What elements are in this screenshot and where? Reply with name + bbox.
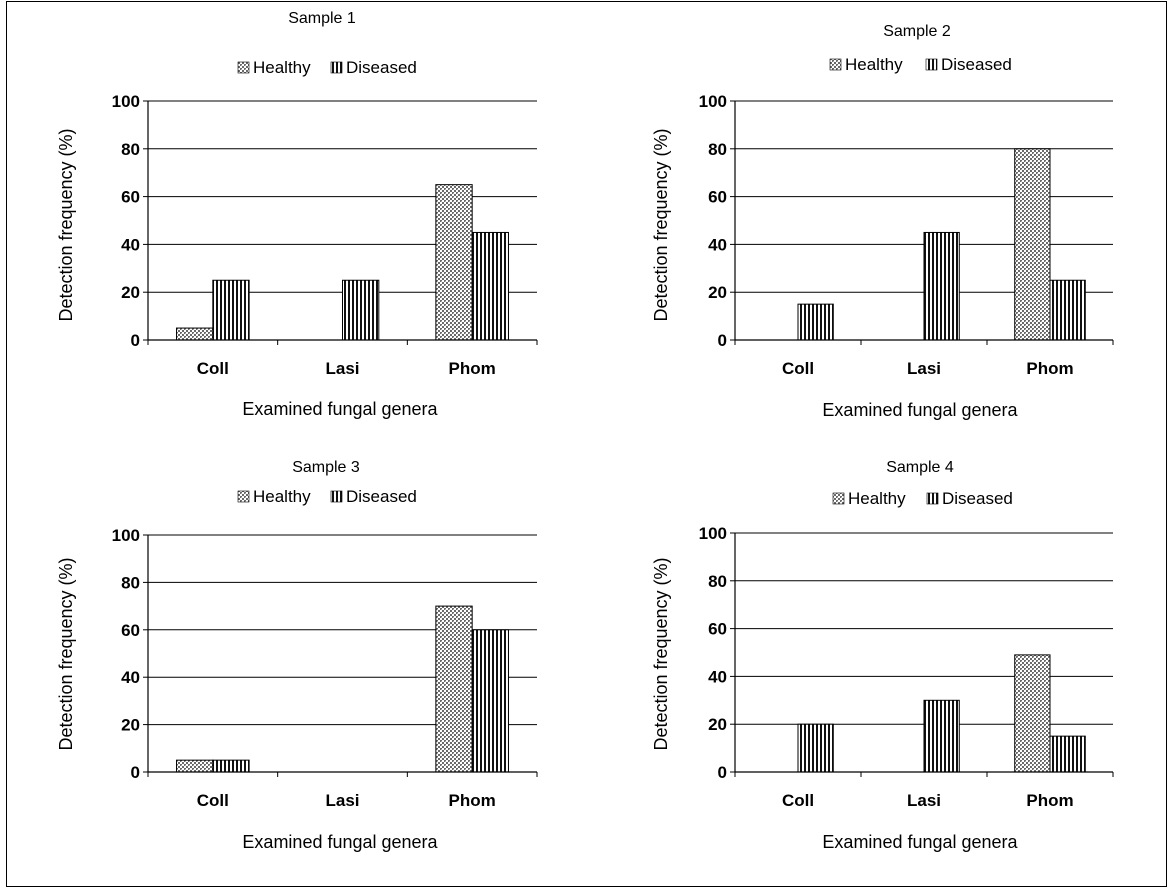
x-tick-label: Coll [782, 791, 814, 810]
y-tick-label: 60 [708, 620, 727, 639]
bar-healthy-coll [176, 327, 214, 341]
legend-swatch-diseased [330, 61, 343, 74]
x-tick-label: Coll [197, 791, 229, 810]
legend-label-healthy: Healthy [253, 487, 311, 506]
x-tick-label: Coll [782, 359, 814, 378]
y-tick-label: 60 [121, 621, 140, 640]
chart-title: Sample 2 [883, 23, 951, 40]
legend-label-healthy: Healthy [845, 55, 903, 74]
x-tick-label: Phom [449, 791, 496, 810]
y-tick-label: 40 [121, 235, 140, 254]
legend-label-diseased: Diseased [346, 58, 417, 77]
x-tick-label: Lasi [907, 791, 941, 810]
y-tick-label: 60 [121, 188, 140, 207]
x-axis-title: Examined fungal genera [242, 832, 438, 852]
y-tick-label: 0 [718, 763, 727, 782]
bar-healthy-phom [1014, 654, 1051, 773]
x-tick-label: Lasi [325, 791, 359, 810]
legend-swatch-diseased [330, 490, 343, 503]
x-tick-label: Lasi [907, 359, 941, 378]
y-tick-label: 40 [121, 668, 140, 687]
x-axis-title: Examined fungal genera [822, 832, 1018, 852]
y-tick-label: 80 [708, 572, 727, 591]
chart-panel-3: Sample 3 Healthy Diseased 0 20 40 60 80 100 Co… [56, 459, 538, 852]
y-tick-label: 80 [121, 140, 140, 159]
bar-healthy-coll [176, 759, 214, 773]
bar-diseased-coll [797, 723, 834, 773]
y-tick-label: 100 [112, 526, 140, 545]
x-tick-label: Phom [449, 359, 496, 378]
chart-title: Sample 4 [886, 459, 954, 476]
x-tick-label: Lasi [325, 359, 359, 378]
x-tick-label: Phom [1026, 359, 1073, 378]
bar-healthy-phom [435, 605, 473, 773]
chart-panel-1: Sample 1 Healthy Diseased 0 20 40 60 80 100 Co… [56, 10, 538, 419]
y-tick-label: 0 [131, 763, 140, 782]
chart-title: Sample 3 [292, 459, 360, 476]
legend-swatch-healthy [832, 492, 845, 505]
y-tick-label: 20 [708, 715, 727, 734]
bar-diseased-phom [471, 629, 509, 773]
bar-healthy-phom [435, 184, 473, 341]
legend-swatch-healthy [237, 61, 250, 74]
y-tick-label: 20 [708, 283, 727, 302]
y-axis-title: Detection frequency (%) [651, 128, 671, 321]
y-tick-label: 100 [112, 92, 140, 111]
plot-area: 0 20 40 60 80 100 Coll Lasi Phom [699, 92, 1114, 378]
y-tick-label: 20 [121, 283, 140, 302]
legend-swatch-diseased [926, 492, 939, 505]
legend-swatch-diseased [925, 58, 938, 71]
legend-label-diseased: Diseased [941, 55, 1012, 74]
legend: Healthy Diseased [829, 55, 1012, 74]
y-tick-label: 0 [718, 331, 727, 350]
y-tick-label: 80 [708, 140, 727, 159]
bar-diseased-phom [471, 231, 509, 341]
legend-label-diseased: Diseased [942, 489, 1013, 508]
chart-panel-4: Sample 4 Healthy Diseased 0 20 40 60 80 100 Co… [651, 459, 1114, 852]
legend-label-diseased: Diseased [346, 487, 417, 506]
bar-diseased-lasi [342, 279, 380, 341]
bar-diseased-lasi [923, 231, 960, 341]
legend-label-healthy: Healthy [253, 58, 311, 77]
legend-swatch-healthy [829, 58, 842, 71]
y-tick-label: 80 [121, 573, 140, 592]
plot-area: 0 20 40 60 80 100 Coll Lasi Phom [699, 524, 1114, 810]
x-tick-label: Coll [197, 359, 229, 378]
bar-diseased-lasi [923, 699, 960, 773]
legend: Healthy Diseased [237, 58, 417, 77]
y-tick-label: 40 [708, 667, 727, 686]
y-tick-label: 60 [708, 188, 727, 207]
bar-diseased-phom [1049, 735, 1086, 773]
bar-diseased-coll [212, 759, 250, 773]
legend: Healthy Diseased [832, 489, 1013, 508]
y-axis-title: Detection frequency (%) [56, 128, 76, 321]
legend-swatch-healthy [237, 490, 250, 503]
chart-panel-2: Sample 2 Healthy Diseased 0 20 40 60 80 100 Co… [651, 23, 1114, 420]
plot-area: 0 20 40 60 80 100 Coll Lasi Phom [112, 92, 538, 378]
x-tick-label: Phom [1026, 791, 1073, 810]
y-tick-label: 100 [699, 92, 727, 111]
y-axis-title: Detection frequency (%) [56, 557, 76, 750]
legend: Healthy Diseased [237, 487, 417, 506]
y-tick-label: 100 [699, 524, 727, 543]
legend-label-healthy: Healthy [848, 489, 906, 508]
bar-diseased-coll [797, 303, 834, 341]
y-axis-title: Detection frequency (%) [651, 557, 671, 750]
y-tick-label: 40 [708, 235, 727, 254]
bar-diseased-coll [212, 279, 250, 341]
x-axis-title: Examined fungal genera [822, 400, 1018, 420]
y-tick-label: 0 [131, 331, 140, 350]
chart-title: Sample 1 [288, 10, 356, 27]
y-tick-label: 20 [121, 716, 140, 735]
bar-healthy-phom [1014, 148, 1051, 341]
plot-area: 0 20 40 60 80 100 Coll Lasi Phom [112, 526, 538, 810]
bar-diseased-phom [1049, 279, 1086, 341]
x-axis-title: Examined fungal genera [242, 399, 438, 419]
